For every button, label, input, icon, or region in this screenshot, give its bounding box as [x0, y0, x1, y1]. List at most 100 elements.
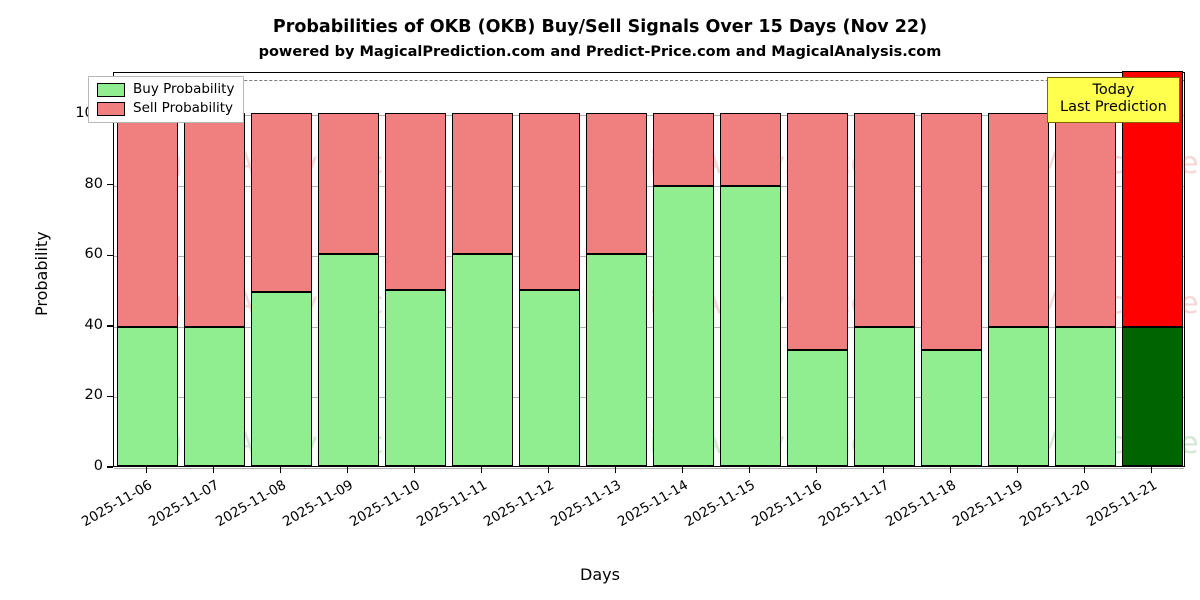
bar-segment-sell[interactable]	[451, 113, 514, 255]
chart-title: Probabilities of OKB (OKB) Buy/Sell Sign…	[272, 17, 928, 37]
bar-segment-sell[interactable]	[853, 113, 916, 328]
y-tick-mark	[107, 254, 113, 256]
bar-segment-buy[interactable]	[183, 327, 246, 466]
bar-segment-buy[interactable]	[451, 254, 514, 466]
bar-segment-buy[interactable]	[1121, 327, 1184, 466]
bar-segment-buy[interactable]	[585, 254, 648, 466]
bar-2025-11-10[interactable]	[384, 71, 447, 466]
bar-2025-11-16[interactable]	[786, 71, 849, 466]
x-tick-mark	[1083, 467, 1086, 473]
bar-segment-buy[interactable]	[719, 186, 782, 466]
x-tick-mark	[212, 467, 215, 473]
y-tick-mark	[107, 325, 113, 327]
reference-dashed-line	[114, 80, 1184, 82]
plot-area: MagicalAnalysis.comMagicalAnalysis.comMa…	[113, 71, 1200, 469]
bar-segment-sell[interactable]	[719, 113, 782, 187]
bar-2025-11-06[interactable]	[116, 71, 179, 466]
bar-2025-11-17[interactable]	[853, 71, 916, 466]
bar-segment-buy[interactable]	[1054, 327, 1117, 466]
bar-segment-sell[interactable]	[518, 113, 581, 290]
bar-segment-sell[interactable]	[1054, 113, 1117, 328]
bar-segment-buy[interactable]	[987, 327, 1050, 466]
x-tick-mark	[547, 467, 550, 473]
bar-2025-11-08[interactable]	[250, 71, 313, 466]
today-annotation-line2: Last Prediction	[1060, 99, 1167, 116]
x-tick-label: 2025-11-13	[547, 477, 624, 531]
bar-segment-buy[interactable]	[317, 254, 380, 466]
y-tick-mark	[107, 466, 113, 468]
y-tick-label: 60	[84, 246, 103, 263]
x-tick-mark	[815, 467, 818, 473]
x-tick-mark	[145, 467, 148, 473]
bar-segment-buy[interactable]	[384, 289, 447, 466]
x-tick-mark	[882, 467, 885, 473]
bar-segment-sell[interactable]	[116, 113, 179, 328]
bar-segment-sell[interactable]	[250, 113, 313, 293]
x-tick-label: 2025-11-09	[279, 477, 356, 531]
x-tick-label: 2025-11-11	[413, 477, 490, 531]
gridline	[114, 256, 1184, 258]
bar-2025-11-07[interactable]	[183, 71, 246, 466]
y-tick-label: 20	[84, 387, 103, 404]
y-tick-mark	[107, 395, 113, 398]
bar-segment-buy[interactable]	[652, 186, 715, 466]
x-tick-mark	[1016, 467, 1019, 473]
bar-segment-sell[interactable]	[987, 113, 1050, 328]
y-tick-label: 80	[84, 175, 103, 192]
y-tick-label: 0	[93, 458, 103, 474]
chart-subtitle: powered by MagicalPrediction.com and Pre…	[258, 44, 942, 60]
bar-2025-11-14[interactable]	[652, 71, 715, 466]
bar-segment-sell[interactable]	[652, 113, 715, 187]
bar-segment-sell[interactable]	[786, 113, 849, 350]
bar-2025-11-18[interactable]	[920, 71, 983, 466]
x-tick-label: 2025-11-21	[1083, 477, 1160, 531]
today-annotation-line1: Today	[1092, 82, 1135, 98]
bar-segment-buy[interactable]	[250, 292, 313, 466]
bar-segment-buy[interactable]	[853, 327, 916, 466]
x-tick-mark	[949, 467, 952, 473]
bar-2025-11-20[interactable]	[1054, 71, 1117, 466]
bar-2025-11-15[interactable]	[719, 71, 782, 466]
x-tick-label: 2025-11-14	[614, 477, 691, 531]
x-tick-mark	[681, 467, 684, 473]
x-tick-label: 2025-11-10	[346, 477, 423, 531]
bar-2025-11-11[interactable]	[451, 71, 514, 466]
bar-2025-11-19[interactable]	[987, 71, 1050, 466]
bar-2025-11-12[interactable]	[518, 71, 581, 466]
x-tick-label: 2025-11-18	[882, 477, 959, 531]
x-tick-label: 2025-11-06	[78, 477, 155, 531]
x-tick-label: 2025-11-17	[815, 477, 892, 531]
bar-2025-11-13[interactable]	[585, 71, 648, 466]
gridline	[114, 326, 1184, 328]
bar-segment-buy[interactable]	[518, 289, 581, 466]
gridline	[114, 115, 1184, 117]
bar-segment-sell[interactable]	[384, 113, 447, 290]
legend-item-sell[interactable]: Sell Probability	[97, 102, 234, 116]
x-tick-label: 2025-11-16	[748, 477, 825, 531]
x-tick-label: 2025-11-12	[480, 477, 557, 531]
x-tick-mark	[413, 467, 416, 473]
x-tick-label: 2025-11-19	[949, 477, 1026, 531]
bar-segment-sell[interactable]	[585, 113, 648, 255]
gridline	[114, 185, 1184, 187]
gridline	[114, 468, 1184, 469]
bar-segment-buy[interactable]	[920, 349, 983, 466]
bar-segment-sell[interactable]	[920, 113, 983, 350]
x-tick-label: 2025-11-07	[145, 477, 222, 531]
bar-segment-buy[interactable]	[116, 327, 179, 466]
bar-segment-sell[interactable]	[183, 113, 246, 328]
x-tick-mark	[614, 467, 617, 473]
legend-item-buy[interactable]: Buy Probability	[97, 83, 234, 97]
bar-2025-11-09[interactable]	[317, 71, 380, 466]
sell-swatch-icon	[97, 102, 125, 116]
bar-segment-buy[interactable]	[786, 349, 849, 466]
y-tick-mark	[107, 184, 113, 186]
x-tick-mark	[748, 467, 751, 473]
bar-2025-11-21[interactable]	[1121, 71, 1184, 466]
legend-item-label: Sell Probability	[133, 100, 234, 117]
x-tick-mark	[346, 467, 349, 473]
bar-segment-sell[interactable]	[317, 113, 380, 255]
x-tick-mark	[1150, 467, 1153, 473]
gridline	[114, 397, 1184, 399]
